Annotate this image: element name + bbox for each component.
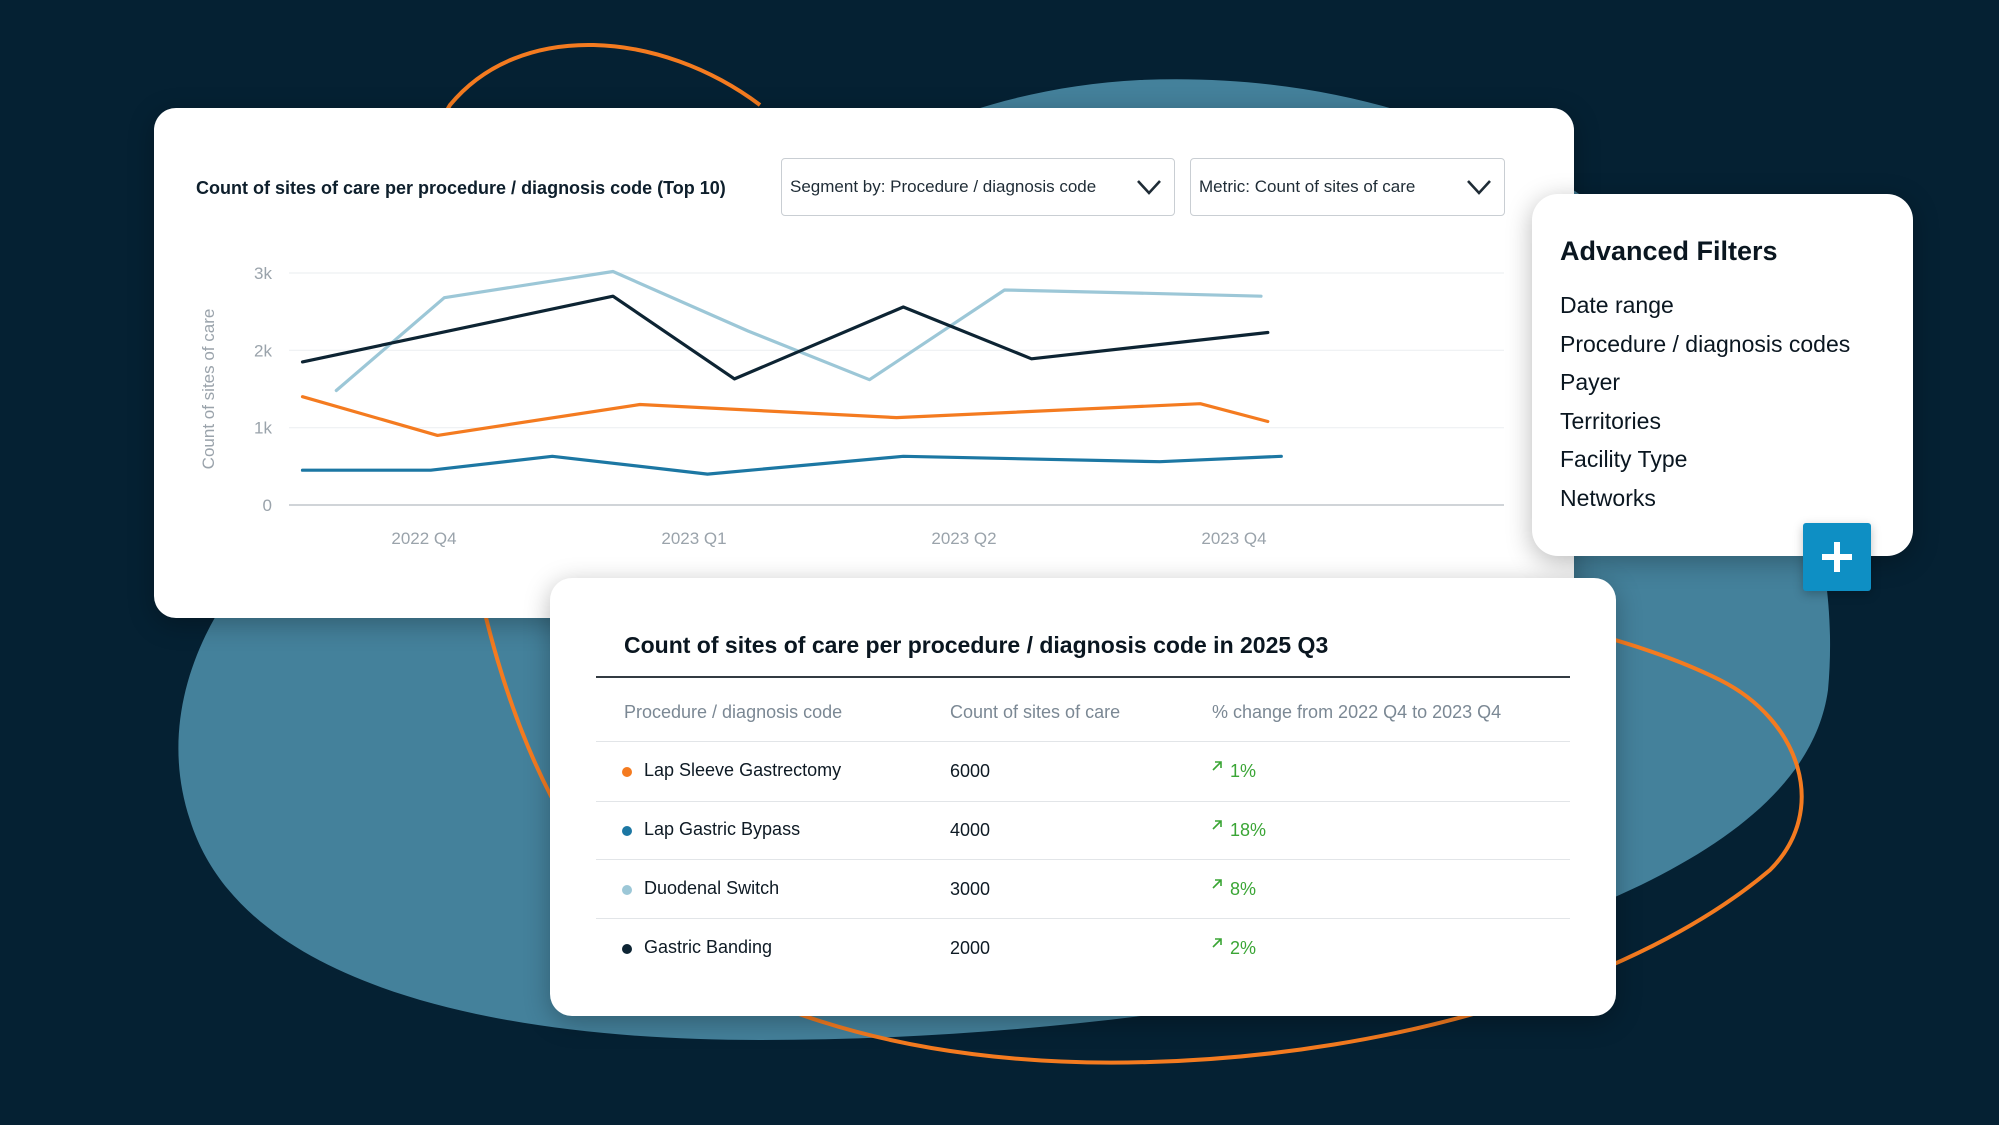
filter-networks[interactable]: Networks [1560, 484, 1656, 511]
row-count: 3000 [950, 879, 991, 899]
chevron-down-icon [1467, 180, 1491, 195]
column-header-change: % change from 2022 Q4 to 2023 Q4 [1212, 702, 1502, 722]
advanced-filters-panel: Advanced Filters Date range Procedure / … [1532, 194, 1913, 556]
filter-procedure-codes[interactable]: Procedure / diagnosis codes [1560, 330, 1851, 357]
x-tick-label: 2023 Q1 [661, 529, 726, 548]
x-tick-label: 2023 Q4 [1201, 529, 1266, 548]
table-row[interactable]: Duodenal Switch 3000 8% [596, 860, 1570, 919]
chart-card: Count of sites of care per procedure / d… [154, 108, 1574, 618]
column-header-code: Procedure / diagnosis code [624, 702, 843, 722]
row-percent-change: 1% [1212, 761, 1256, 782]
chart-title: Count of sites of care per procedure / d… [196, 178, 726, 198]
series-line-1 [300, 294, 1270, 381]
filter-territories[interactable]: Territories [1560, 407, 1661, 434]
series-color-dot [622, 767, 632, 777]
y-tick-label: 1k [254, 419, 272, 438]
table-title: Count of sites of care per procedure / d… [624, 632, 1329, 658]
filter-date-range[interactable]: Date range [1560, 292, 1674, 318]
table-row[interactable]: Lap Sleeve Gastrectomy 6000 1% [596, 742, 1570, 802]
filters-list: Date range Procedure / diagnosis codes P… [1560, 286, 1850, 517]
x-tick-label: 2022 Q4 [391, 529, 456, 548]
line-chart: 0 1k 2k 3k 2022 Q4 2023 Q1 2023 Q2 2023 Q4 Count… [199, 264, 1504, 548]
series-line-3 [300, 454, 1283, 476]
plus-icon [1822, 542, 1852, 572]
arrow-up-right-icon [1212, 879, 1222, 889]
arrow-up-right-icon [1212, 938, 1222, 948]
row-procedure-name: Gastric Banding [644, 937, 773, 957]
row-percent-change: 2% [1212, 938, 1256, 959]
table-row[interactable]: Lap Gastric Bypass 4000 18% [596, 802, 1570, 860]
segment-by-label: Segment by: Procedure / diagnosis code [790, 177, 1097, 196]
row-procedure-name: Lap Sleeve Gastrectomy [644, 760, 842, 780]
table-card: Count of sites of care per procedure / d… [550, 578, 1616, 1016]
series-color-dot [622, 944, 632, 954]
series-line-0 [334, 269, 1263, 393]
metric-dropdown[interactable]: Metric: Count of sites of care [1190, 158, 1505, 216]
row-procedure-name: Duodenal Switch [644, 878, 780, 898]
advanced-filters-title: Advanced Filters [1560, 236, 1778, 266]
arrow-up-right-icon [1212, 761, 1222, 771]
header-row-divider [596, 740, 1570, 742]
row-count: 2000 [950, 938, 991, 958]
x-tick-label: 2023 Q2 [931, 529, 996, 548]
row-count: 6000 [950, 761, 991, 781]
add-filter-button[interactable] [1803, 523, 1871, 591]
series-color-dot [622, 885, 632, 895]
table-row[interactable]: Gastric Banding 2000 2% [596, 919, 1570, 979]
chevron-down-icon [1137, 180, 1161, 195]
row-divider [596, 858, 1570, 860]
series-color-dot [622, 826, 632, 836]
y-tick-label: 3k [254, 264, 272, 283]
y-tick-label: 2k [254, 341, 272, 360]
row-count: 4000 [950, 820, 991, 840]
arrow-up-right-icon [1212, 820, 1222, 830]
filter-facility-type[interactable]: Facility Type [1560, 446, 1688, 472]
row-percent-change: 18% [1212, 820, 1266, 841]
segment-by-dropdown[interactable]: Segment by: Procedure / diagnosis code [781, 158, 1175, 216]
table-header-divider [596, 676, 1570, 678]
row-divider [596, 917, 1570, 919]
row-procedure-name: Lap Gastric Bypass [644, 819, 801, 839]
metric-label: Metric: Count of sites of care [1199, 177, 1416, 196]
filter-payer[interactable]: Payer [1560, 369, 1621, 395]
row-divider [596, 800, 1570, 802]
y-axis-label: Count of sites of care [199, 309, 218, 470]
series-line-2 [300, 395, 1270, 437]
column-header-count: Count of sites of care [950, 702, 1121, 722]
y-tick-label: 0 [263, 496, 272, 515]
row-percent-change: 8% [1212, 879, 1256, 900]
